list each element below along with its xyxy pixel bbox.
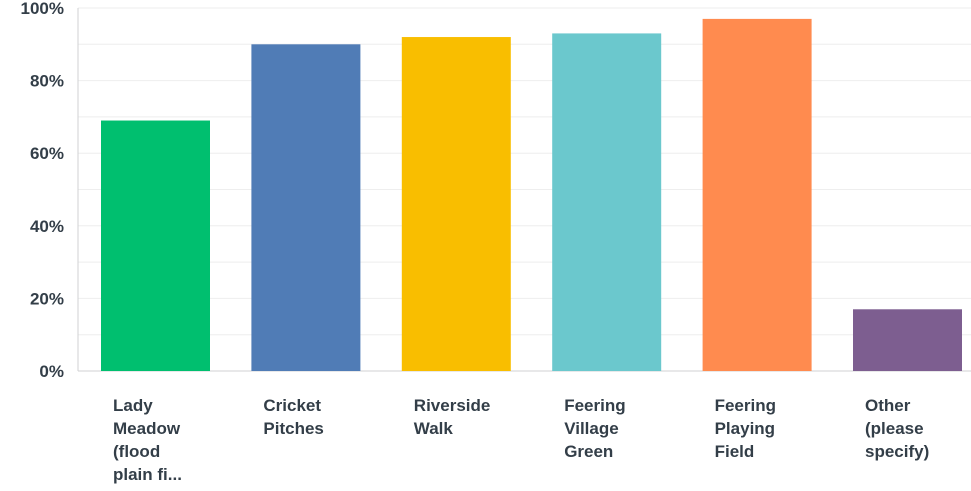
x-tick-label: Feering Playing Field [714, 396, 776, 461]
y-tick-label: 0% [39, 362, 64, 381]
gridlines [78, 7, 971, 336]
bars [101, 18, 962, 372]
x-tick-label: Feering Village Green [564, 396, 626, 461]
bar [552, 33, 662, 371]
bar [251, 44, 361, 372]
x-tick-label: Lady Meadow (flood plain fi... [113, 396, 182, 484]
bar [702, 18, 812, 371]
y-tick-label: 20% [30, 289, 64, 308]
x-tick-label: Other (please specify) [865, 396, 930, 461]
y-tick-label: 80% [30, 72, 64, 91]
y-tick-label: 100% [21, 0, 64, 18]
y-tick-label: 40% [30, 217, 64, 236]
bar [853, 309, 962, 371]
x-tick-label: Cricket Pitches [263, 396, 324, 438]
y-tick-label: 60% [30, 144, 64, 163]
y-axis-ticks: 0% 20% 40% 60% 80% 100% [21, 0, 64, 381]
x-tick-label: Riverside Walk [413, 396, 491, 438]
bar [101, 120, 210, 371]
bar [401, 37, 511, 371]
